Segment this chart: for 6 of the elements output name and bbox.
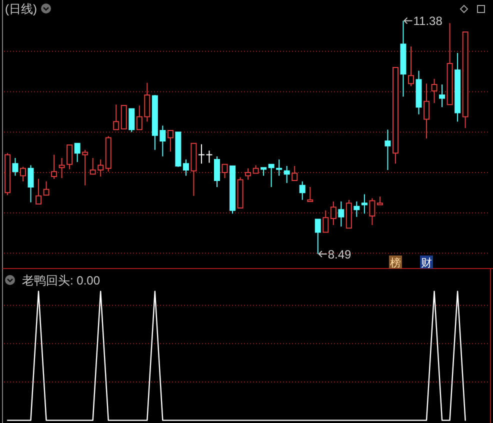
annotation: 8.49 (328, 248, 352, 262)
annotation: 榜 (390, 258, 401, 270)
title: 老鸭回头: 0.00 (22, 274, 100, 288)
annotation: 11.38 (413, 14, 442, 28)
annotation: 财 (421, 258, 432, 270)
title: (日线) (5, 2, 37, 16)
